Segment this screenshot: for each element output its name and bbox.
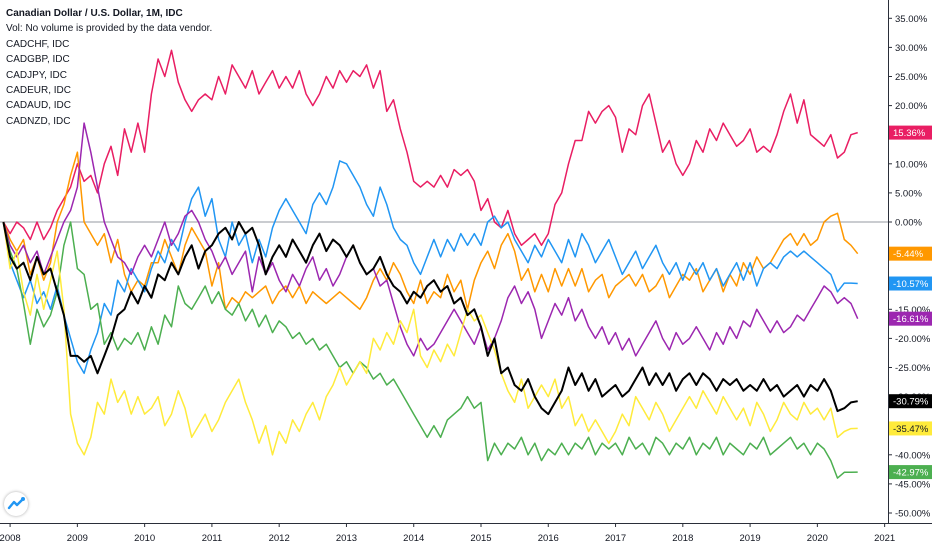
y-tick-label: -50.00% [895, 509, 931, 520]
legend-symbol-cadaud[interactable]: CADAUD, IDC [6, 100, 72, 112]
x-tick-label: 2015 [470, 533, 491, 544]
end-value-badge [889, 421, 932, 436]
y-tick-label: 0.00% [895, 218, 922, 229]
end-value-badge [889, 125, 932, 140]
x-tick-label: 2019 [740, 533, 761, 544]
end-value-label: -10.57% [893, 279, 929, 290]
x-tick-label: 2020 [807, 533, 828, 544]
series-line-1 [2, 151, 859, 311]
end-value-badge [889, 246, 932, 261]
series-line-2 [2, 160, 858, 375]
legend-symbol-cadchf[interactable]: CADCHF, IDC [6, 38, 70, 50]
y-tick-label: 30.00% [895, 43, 928, 54]
x-tick-label: 2013 [336, 533, 357, 544]
legend-symbol-cadgbp[interactable]: CADGBP, IDC [6, 54, 70, 66]
series-line-4 [2, 221, 858, 479]
x-tick-label: 2010 [134, 533, 155, 544]
y-tick-label: 20.00% [895, 101, 928, 112]
x-tick-label: 2021 [874, 533, 895, 544]
tradingview-logo-icon [7, 497, 25, 510]
series-line-0 [2, 49, 858, 247]
x-tick-label: 2012 [269, 533, 290, 544]
x-tick-label: 2011 [202, 533, 222, 544]
y-tick-label: -20.00% [895, 334, 931, 345]
legend-symbol-cadnzd[interactable]: CADNZD, IDC [6, 115, 71, 127]
legend-symbol-cadjpy[interactable]: CADJPY, IDC [6, 69, 67, 81]
y-tick-label: -40.00% [895, 450, 931, 461]
chart-legend: Canadian Dollar / U.S. Dollar, 1M, IDC V… [6, 6, 212, 129]
end-value-badge [889, 276, 932, 291]
y-tick-label: -15.00% [895, 305, 931, 316]
end-value-badge [889, 465, 932, 480]
series-line-3 [2, 122, 859, 357]
x-tick-label: 2017 [605, 533, 626, 544]
y-tick-label: 35.00% [895, 14, 928, 25]
y-tick-label: 25.00% [895, 72, 928, 83]
x-tick-label: 2009 [67, 533, 88, 544]
legend-symbol-cadeur[interactable]: CADEUR, IDC [6, 85, 72, 97]
series-line-5 [2, 221, 858, 456]
x-tick-label: 2016 [538, 533, 559, 544]
end-value-badge [889, 394, 932, 409]
volume-note: Vol: No volume is provided by the data v… [6, 23, 213, 35]
end-value-label: -16.61% [893, 314, 929, 325]
y-tick-label: -45.00% [895, 479, 931, 490]
end-value-label: -42.97% [893, 468, 929, 479]
end-value-label: 15.36% [893, 128, 926, 139]
tradingview-logo[interactable] [4, 492, 28, 516]
x-tick-label: 2014 [403, 533, 424, 544]
y-tick-label: -25.00% [895, 363, 931, 374]
y-tick-label: 10.00% [895, 159, 928, 170]
end-value-label: -30.79% [893, 397, 929, 408]
end-value-label: -5.44% [893, 249, 924, 260]
y-tick-label: 5.00% [895, 188, 922, 199]
x-tick-label: 2018 [672, 533, 693, 544]
end-value-label: -35.47% [893, 424, 929, 435]
x-tick-label: 2008 [0, 533, 21, 544]
end-value-badge [889, 311, 932, 326]
series-line-6 [2, 221, 858, 416]
main-symbol-title[interactable]: Canadian Dollar / U.S. Dollar, 1M, IDC [6, 8, 183, 19]
